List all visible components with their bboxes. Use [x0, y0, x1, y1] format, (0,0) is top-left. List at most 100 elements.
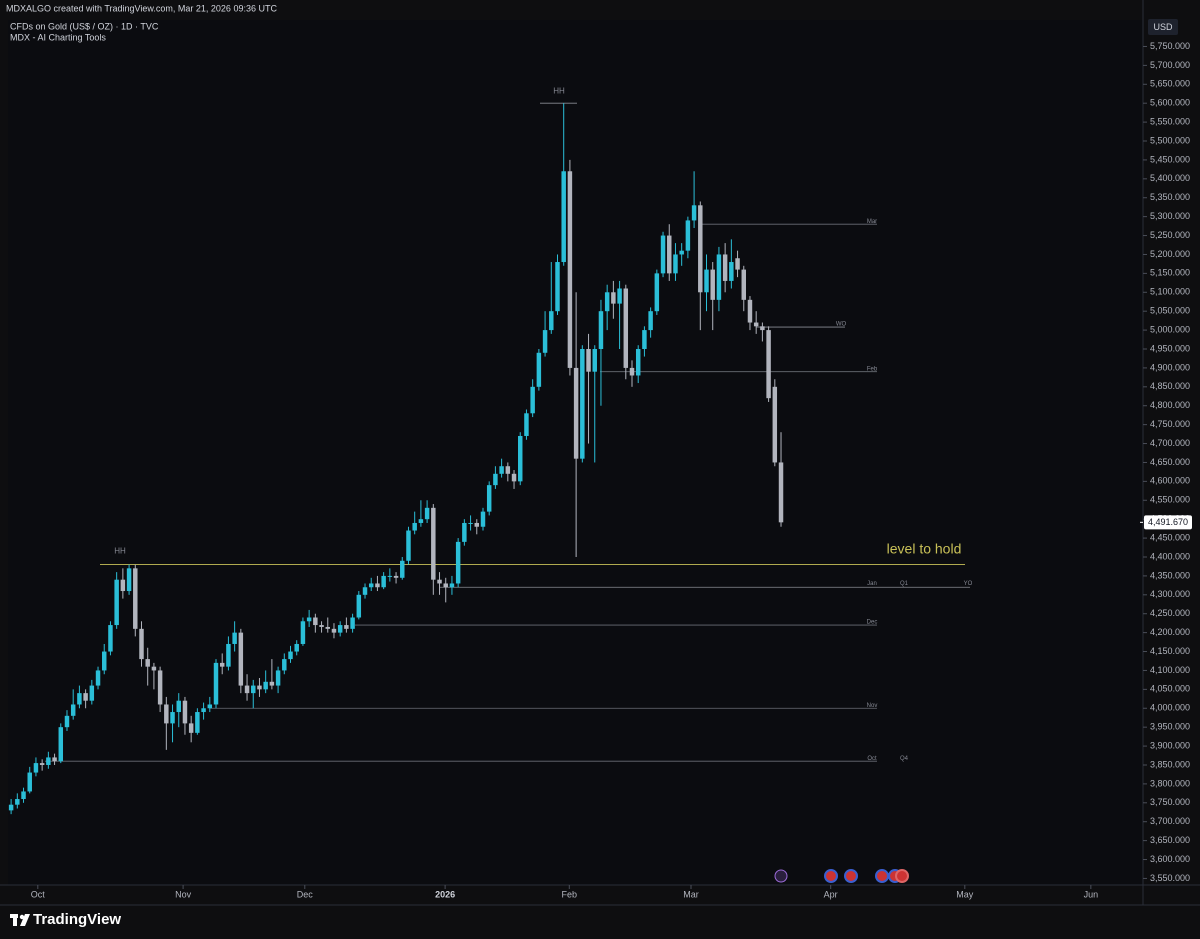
- candle-body: [480, 511, 486, 527]
- candle-body: [567, 171, 573, 368]
- candle-body: [704, 269, 709, 293]
- x-tick-label: Nov: [175, 889, 192, 899]
- candle-body: [387, 575, 393, 577]
- y-tick-label: 4,700.000: [1150, 438, 1190, 448]
- y-tick-label: 5,600.000: [1150, 98, 1190, 108]
- candle-body: [232, 632, 237, 644]
- y-tick-label: 4,050.000: [1150, 684, 1190, 694]
- candle-body: [157, 670, 163, 705]
- candle-body: [226, 643, 231, 667]
- candle-body: [679, 250, 684, 255]
- x-tick-label: Dec: [297, 889, 314, 899]
- candle-body: [39, 763, 45, 765]
- candle-body: [729, 262, 734, 281]
- candle-body: [331, 628, 337, 633]
- candle-body: [530, 386, 535, 414]
- symbol: CFDs on Gold (US$ / OZ) · 1D · TVC: [10, 21, 159, 31]
- candle-body: [555, 262, 560, 312]
- candle-body: [611, 292, 616, 304]
- candle-body: [64, 715, 70, 728]
- candle-body: [319, 625, 324, 627]
- candle-body: [418, 519, 424, 523]
- level-label: Feb: [867, 366, 878, 372]
- candle-body: [70, 704, 76, 716]
- candle-body: [164, 704, 169, 724]
- candle-body: [294, 643, 299, 652]
- candle-body: [300, 621, 306, 644]
- candle-body: [114, 579, 119, 626]
- y-tick-label: 4,550.000: [1150, 495, 1190, 505]
- logo-part: [20, 914, 30, 926]
- candle-body: [542, 330, 548, 353]
- candle-body: [263, 681, 268, 690]
- x-tick-label: Mar: [683, 889, 699, 899]
- y-tick-label: 4,750.000: [1150, 419, 1190, 429]
- candle-body: [524, 413, 529, 436]
- event-icon: [895, 869, 909, 883]
- event-icon: [844, 869, 858, 883]
- logo-part: [13, 914, 17, 926]
- credit: MDXALGO created with TradingView.com, Ma…: [6, 3, 277, 13]
- level-label: level to hold: [887, 540, 962, 556]
- candle-body: [511, 473, 517, 482]
- candle-body: [133, 568, 138, 629]
- candle-body: [772, 386, 778, 463]
- candle-body: [604, 292, 610, 312]
- candle-body: [108, 625, 113, 652]
- y-tick-label: 3,900.000: [1150, 740, 1190, 750]
- y-tick-label: 5,000.000: [1150, 324, 1190, 334]
- candle-body: [635, 349, 641, 376]
- y-tick-label: 5,100.000: [1150, 287, 1190, 297]
- event-icon: [824, 869, 838, 883]
- candle-body: [120, 579, 126, 592]
- candle-body: [176, 700, 181, 713]
- levels: HH Mar WO Feb HH level to hold Jan Q1 YO Dec Nov Oc…: [45, 86, 973, 762]
- candle-body: [145, 659, 150, 667]
- currency-box: [1148, 19, 1178, 35]
- x-tick-label: Jun: [1084, 889, 1099, 899]
- candle-body: [667, 235, 672, 274]
- candle-body: [518, 435, 523, 482]
- level-label: Nov: [867, 703, 878, 709]
- candle-body: [499, 466, 504, 474]
- x-tick-label: Apr: [824, 889, 838, 899]
- y-tick-label: 3,650.000: [1150, 835, 1190, 845]
- event-icon: [875, 869, 889, 883]
- candle-body: [474, 522, 480, 527]
- candle-body: [406, 530, 411, 561]
- candle-body: [77, 693, 82, 705]
- candle-body: [455, 541, 461, 584]
- last-price-label: 4,491.670: [1148, 517, 1188, 527]
- level-label: HH: [553, 86, 565, 95]
- candle-body: [126, 568, 132, 592]
- candle-body: [617, 288, 622, 304]
- candle-body: [139, 628, 144, 660]
- candle-body: [486, 485, 492, 512]
- y-tick-label: 4,400.000: [1150, 551, 1190, 561]
- brand-logo: [10, 914, 30, 926]
- level-label: HH: [114, 547, 126, 556]
- candle-body: [52, 757, 57, 762]
- candle-body: [393, 575, 399, 578]
- candle-body: [673, 254, 678, 274]
- candle-body: [58, 727, 64, 762]
- candle-body: [586, 349, 591, 372]
- candle-body: [375, 583, 380, 588]
- x-tick-label: Oct: [31, 889, 46, 899]
- y-tick-label: 4,450.000: [1150, 532, 1190, 542]
- candle-body: [188, 723, 194, 733]
- candle-body: [381, 575, 386, 588]
- candle-body: [400, 560, 405, 578]
- candle-body: [536, 352, 542, 387]
- y-tick-label: 4,800.000: [1150, 400, 1190, 410]
- candle-body: [21, 791, 26, 800]
- y-tick-label: 5,700.000: [1150, 60, 1190, 70]
- candle-body: [424, 507, 430, 520]
- level-label: Oct: [867, 756, 877, 762]
- candle-body: [244, 685, 250, 694]
- y-tick-label: 5,500.000: [1150, 135, 1190, 145]
- candle-body: [282, 659, 287, 671]
- candle-body: [778, 462, 784, 523]
- y-tick-label: 5,400.000: [1150, 173, 1190, 183]
